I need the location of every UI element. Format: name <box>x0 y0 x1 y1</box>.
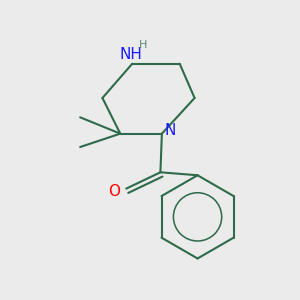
Text: NH: NH <box>119 47 142 62</box>
Text: H: H <box>138 40 147 50</box>
Text: O: O <box>108 184 120 199</box>
Text: N: N <box>164 123 176 138</box>
